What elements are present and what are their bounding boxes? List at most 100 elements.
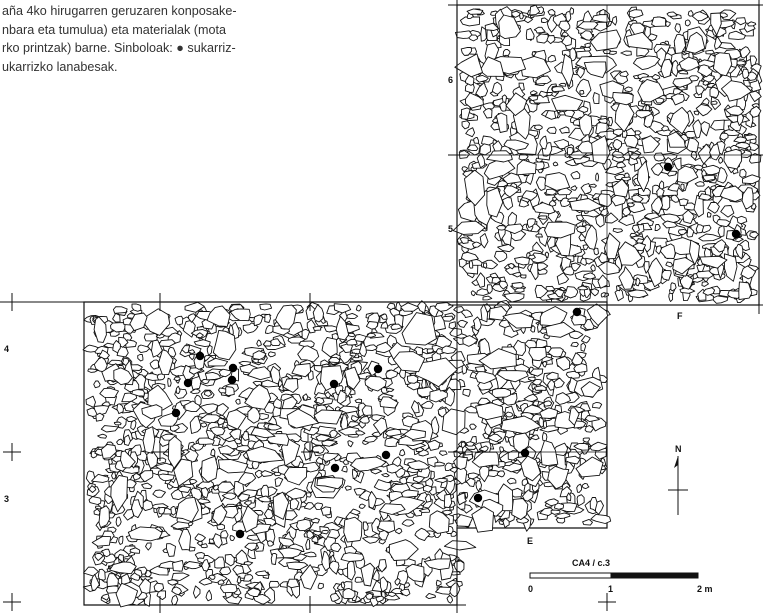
stone bbox=[678, 198, 689, 206]
stone bbox=[674, 23, 682, 34]
stone bbox=[668, 290, 674, 302]
stone bbox=[156, 457, 167, 465]
stone bbox=[535, 233, 543, 238]
stone bbox=[93, 405, 110, 417]
stone bbox=[636, 160, 650, 193]
stone bbox=[735, 243, 744, 260]
stone bbox=[737, 113, 744, 127]
stone bbox=[716, 219, 731, 228]
stone bbox=[637, 187, 651, 196]
stone bbox=[329, 560, 340, 575]
stone bbox=[582, 437, 590, 443]
stone bbox=[330, 542, 342, 553]
stone bbox=[171, 586, 182, 596]
stone bbox=[218, 445, 236, 455]
stone bbox=[692, 119, 702, 139]
stone bbox=[365, 592, 374, 600]
stone bbox=[122, 545, 136, 555]
stone bbox=[665, 21, 671, 28]
stone bbox=[543, 400, 553, 407]
stone bbox=[511, 498, 529, 521]
stone bbox=[491, 275, 502, 284]
stone bbox=[529, 4, 541, 16]
stone bbox=[421, 378, 427, 389]
stone bbox=[373, 479, 392, 492]
stone bbox=[612, 178, 630, 198]
stone bbox=[421, 400, 434, 409]
stone bbox=[204, 371, 221, 381]
stone bbox=[677, 165, 699, 184]
stone bbox=[695, 103, 713, 117]
stone bbox=[723, 253, 738, 282]
stone bbox=[496, 470, 506, 478]
stone bbox=[569, 198, 604, 212]
stone bbox=[278, 537, 295, 547]
stone bbox=[343, 516, 363, 543]
stone bbox=[209, 426, 226, 436]
stone bbox=[98, 349, 110, 360]
stone bbox=[617, 241, 643, 266]
stone bbox=[573, 363, 588, 373]
stone bbox=[137, 344, 151, 354]
stone bbox=[678, 56, 700, 71]
stone bbox=[112, 312, 121, 323]
stone bbox=[632, 55, 661, 71]
stone bbox=[571, 314, 587, 326]
stone bbox=[457, 492, 467, 506]
stone bbox=[454, 514, 474, 527]
stone bbox=[233, 438, 242, 445]
stone bbox=[315, 434, 332, 442]
stone bbox=[697, 143, 711, 165]
stone bbox=[666, 131, 686, 148]
stone bbox=[686, 137, 700, 153]
stone bbox=[516, 159, 537, 176]
stone bbox=[322, 452, 340, 462]
stone bbox=[611, 15, 618, 26]
stone bbox=[631, 224, 640, 234]
stone bbox=[423, 558, 452, 571]
stone bbox=[748, 90, 762, 103]
stone bbox=[247, 366, 271, 381]
stone bbox=[661, 195, 671, 211]
stone bbox=[207, 357, 229, 367]
stone bbox=[152, 489, 166, 498]
stone bbox=[141, 482, 153, 490]
stone bbox=[479, 56, 505, 77]
stone bbox=[257, 495, 271, 503]
stone bbox=[100, 593, 110, 601]
stone bbox=[177, 485, 192, 493]
stone bbox=[97, 433, 108, 439]
stone bbox=[702, 174, 716, 182]
stone bbox=[270, 552, 278, 565]
stone bbox=[311, 445, 325, 454]
stone bbox=[386, 387, 395, 392]
stone bbox=[475, 272, 486, 288]
stone bbox=[243, 574, 254, 582]
stone bbox=[465, 477, 476, 488]
stone bbox=[178, 528, 192, 551]
stone-slab bbox=[441, 408, 466, 436]
stone bbox=[667, 183, 680, 192]
stone bbox=[342, 587, 356, 600]
stone bbox=[466, 8, 484, 15]
stone bbox=[317, 582, 324, 590]
stone bbox=[282, 378, 299, 393]
stone bbox=[224, 553, 235, 567]
stone bbox=[273, 471, 282, 477]
stone bbox=[522, 404, 544, 415]
stone bbox=[131, 499, 143, 518]
stone bbox=[197, 437, 215, 445]
flint-symbol bbox=[227, 375, 237, 385]
stone bbox=[381, 472, 390, 478]
stone bbox=[576, 66, 585, 79]
stone bbox=[479, 233, 489, 249]
stone bbox=[306, 530, 315, 539]
stone bbox=[518, 153, 529, 161]
stone bbox=[720, 205, 735, 218]
stone bbox=[523, 393, 539, 402]
stone bbox=[559, 126, 570, 134]
stone bbox=[577, 285, 589, 291]
stone bbox=[149, 359, 160, 370]
stone bbox=[595, 172, 600, 182]
stone bbox=[531, 378, 542, 386]
